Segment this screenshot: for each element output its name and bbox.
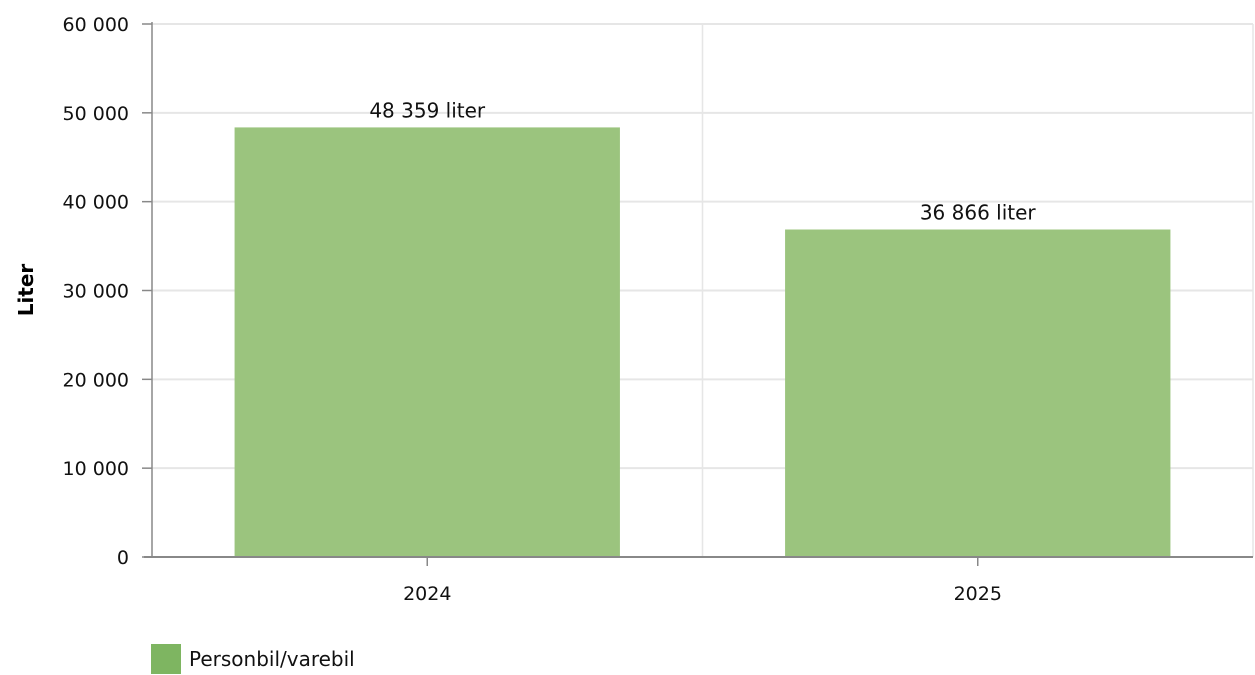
bar [785, 229, 1171, 558]
y-tick-label: 40 000 [63, 192, 129, 214]
x-tick-labels: 2024 2025 [403, 583, 1002, 605]
y-tick-labels: 0 10 000 20 000 30 000 40 000 50 000 60 000 [63, 14, 129, 569]
x-tick-label: 2025 [954, 583, 1002, 605]
legend-swatch [151, 644, 181, 674]
data-labels: 48 359 liter 36 866 liter [369, 98, 1036, 224]
data-label: 36 866 liter [920, 201, 1037, 225]
y-tick-label: 30 000 [63, 281, 129, 303]
y-tick-label: 50 000 [63, 103, 129, 125]
bar [234, 127, 620, 557]
y-tick-label: 60 000 [63, 14, 129, 36]
y-tick-label: 10 000 [63, 458, 129, 480]
y-axis-title: Liter [14, 264, 38, 317]
axes [142, 22, 1253, 566]
legend: Personbil/varebil [151, 644, 355, 674]
y-tick-label: 0 [117, 547, 129, 569]
x-tick-label: 2024 [403, 583, 451, 605]
y-tick-label: 20 000 [63, 369, 129, 391]
data-label: 48 359 liter [369, 98, 486, 122]
bars [234, 127, 1171, 558]
legend-label: Personbil/varebil [189, 647, 355, 671]
